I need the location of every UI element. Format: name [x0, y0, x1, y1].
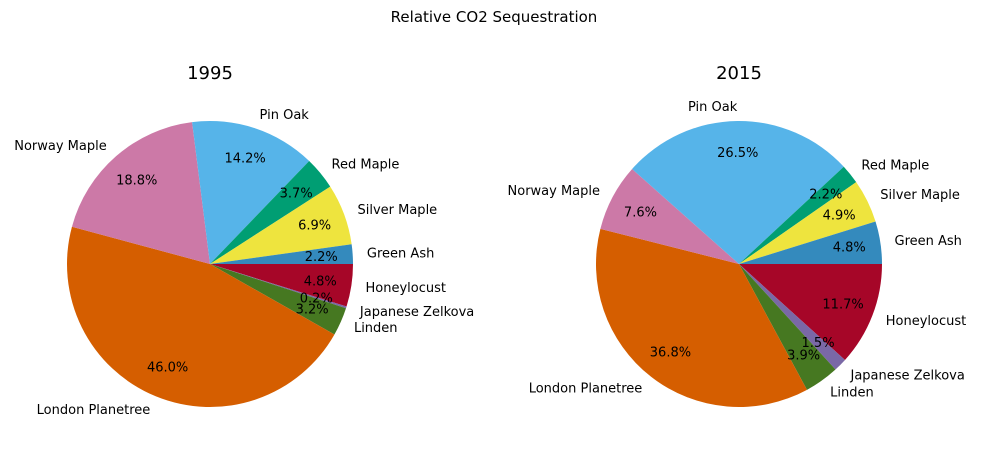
category-label-2015-green-ash: Green Ash: [895, 234, 962, 249]
pct-label-1995-norway-maple: 18.8%: [116, 173, 157, 188]
pct-label-2015-japanese-zelkova: 1.5%: [802, 336, 835, 351]
pct-label-1995-linden: 3.2%: [296, 302, 329, 317]
pie-title-1995: 1995: [187, 63, 233, 84]
pie-slice-1995-linden: [210, 264, 347, 335]
pct-label-2015-linden: 3.9%: [787, 348, 820, 363]
category-label-2015-silver-maple: Silver Maple: [880, 188, 960, 203]
pct-label-1995-london-planetree: 46.0%: [147, 361, 188, 376]
pct-label-1995-red-maple: 3.7%: [280, 187, 313, 202]
pie-slice-1995-red-maple: [210, 160, 331, 264]
category-label-2015-linden: Linden: [830, 386, 874, 401]
pie-slice-1995-pin-oak: [192, 120, 310, 264]
pct-label-2015-norway-maple: 7.6%: [624, 205, 657, 220]
category-label-2015-japanese-zelkova: Japanese Zelkova: [849, 368, 964, 383]
pie-title-2015: 2015: [716, 63, 762, 84]
category-label-1995-london-planetree: London Planetree: [37, 403, 151, 418]
pct-label-2015-london-planetree: 36.8%: [650, 345, 691, 360]
category-label-1995-red-maple: Red Maple: [332, 158, 400, 173]
pie-slice-1995-silver-maple: [210, 186, 352, 264]
pie-slice-1995-norway-maple: [71, 122, 210, 264]
pie-slice-2015-honeylocust: [739, 264, 882, 360]
pie-slice-2015-norway-maple: [600, 169, 739, 264]
category-label-1995-silver-maple: Silver Maple: [357, 203, 437, 218]
pie-slice-1995-green-ash: [210, 244, 353, 264]
figure-title: Relative CO2 Sequestration: [391, 8, 598, 26]
pie-slice-2015-japanese-zelkova: [739, 264, 845, 370]
pie-slice-2015-silver-maple: [739, 182, 876, 264]
pie-chart-2015: 2015 4.8% Green Ash 4.9% Silver Maple 2.2% Re…: [508, 63, 966, 408]
pie-slice-2015-linden: [739, 264, 836, 390]
pct-label-2015-honeylocust: 11.7%: [822, 298, 863, 313]
category-label-2015-norway-maple: Norway Maple: [508, 184, 601, 199]
category-label-1995-green-ash: Green Ash: [367, 247, 434, 262]
pct-label-2015-red-maple: 2.2%: [809, 187, 842, 202]
category-label-1995-pin-oak: Pin Oak: [260, 108, 310, 123]
pct-label-2015-silver-maple: 4.9%: [823, 208, 856, 223]
category-label-2015-london-planetree: London Planetree: [529, 382, 643, 397]
pct-label-1995-silver-maple: 6.9%: [298, 219, 331, 234]
pie-slice-2015-red-maple: [739, 166, 857, 264]
pie-slice-1995-honeylocust: [210, 264, 353, 307]
pie-slice-1995-japanese-zelkova: [210, 264, 347, 309]
pie-slice-1995-london-planetree: [66, 226, 335, 408]
category-label-2015-pin-oak: Pin Oak: [688, 100, 738, 115]
category-label-2015-honeylocust: Honeylocust: [886, 314, 966, 329]
pie-slice-2015-green-ash: [739, 221, 882, 264]
pct-label-1995-honeylocust: 4.8%: [304, 274, 337, 289]
pct-label-1995-pin-oak: 14.2%: [224, 152, 265, 167]
category-label-1995-norway-maple: Norway Maple: [14, 139, 107, 154]
pct-label-1995-japanese-zelkova: 0.2%: [300, 291, 333, 306]
pie-slice-2015-london-planetree: [596, 228, 807, 408]
pct-label-2015-green-ash: 4.8%: [833, 241, 866, 256]
category-label-2015-red-maple: Red Maple: [861, 159, 929, 174]
category-label-1995-japanese-zelkova: Japanese Zelkova: [359, 305, 474, 320]
category-label-1995-honeylocust: Honeylocust: [366, 281, 446, 296]
pie-slice-2015-pin-oak: [632, 120, 844, 264]
pct-label-2015-pin-oak: 26.5%: [717, 146, 758, 161]
category-label-1995-linden: Linden: [354, 321, 398, 336]
pct-label-1995-green-ash: 2.2%: [305, 250, 338, 265]
pie-chart-1995: 1995 2.2% Green Ash 6.9% Silver Maple 3.7% Re…: [14, 63, 474, 418]
